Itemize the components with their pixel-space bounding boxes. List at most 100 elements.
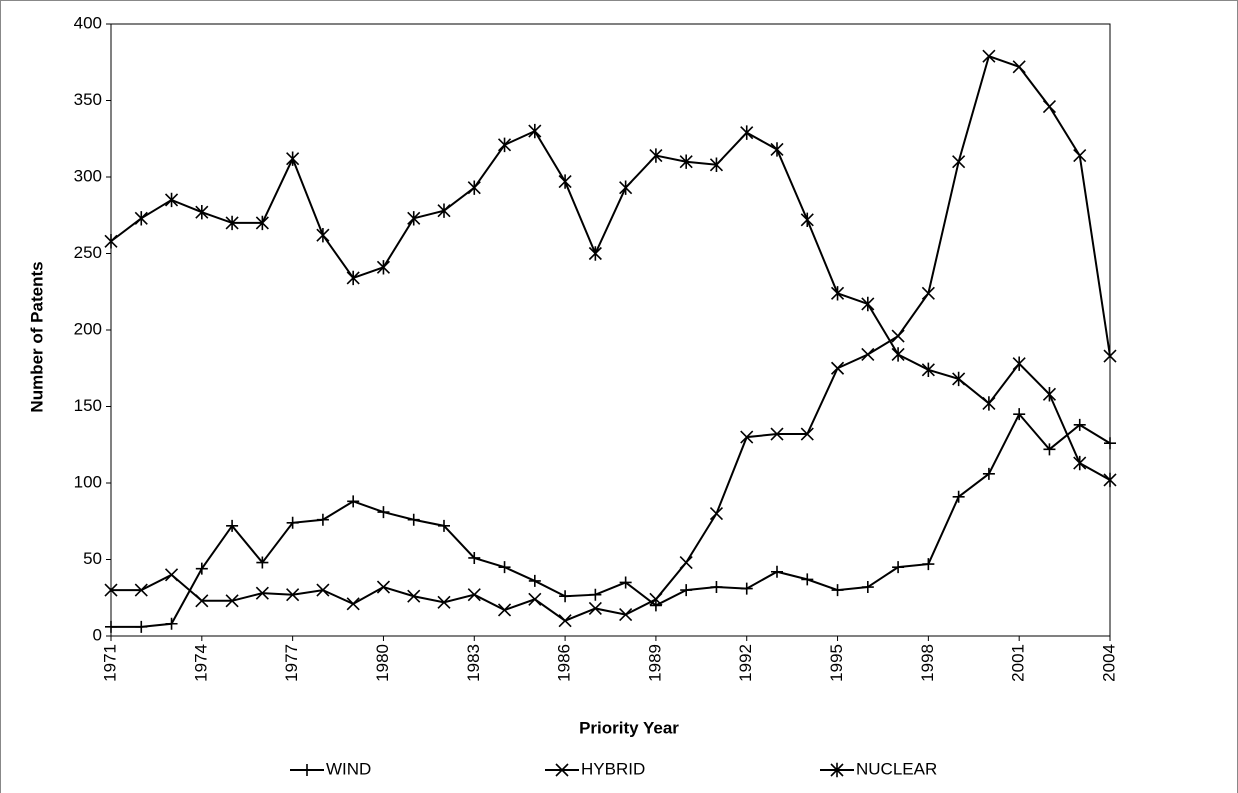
y-tick-label: 250 [74,243,102,262]
point-marker [195,562,208,575]
point-marker [528,574,541,587]
point-marker [256,556,269,569]
point-marker [376,580,391,594]
point-marker [1104,437,1116,450]
point-marker [1042,387,1057,402]
point-marker [195,594,209,608]
point-marker [861,296,875,312]
point-marker [407,211,421,226]
point-marker [104,234,118,249]
point-marker [437,203,451,218]
point-marker [316,227,330,243]
point-marker [497,603,512,617]
point-marker [830,286,845,301]
series-line [110,129,1111,481]
x-axis-label: Priority Year [579,718,679,737]
point-marker [709,157,724,172]
point-marker [164,192,179,208]
point-marker [558,614,572,628]
point-marker [255,586,269,600]
point-marker [438,519,450,532]
point-marker [649,599,662,612]
point-marker [104,583,118,597]
point-marker [346,270,360,286]
point-marker [921,286,935,300]
point-marker [225,594,239,608]
point-marker [982,49,996,63]
series-line [111,54,1111,622]
point-marker [468,551,481,564]
y-tick-label: 300 [74,166,102,185]
y-axis-label: Number of Patents [27,261,46,412]
point-marker [800,427,814,441]
point-marker [1073,149,1087,163]
legend-label: HYBRID [581,759,645,778]
x-tick-label: 1995 [827,644,846,682]
point-marker [952,155,966,169]
legend-marker [555,763,569,777]
point-marker [559,590,572,603]
point-marker [164,568,179,582]
point-marker [226,519,239,532]
y-tick-label: 150 [74,396,102,415]
x-tick-label: 1974 [191,644,210,682]
x-tick-label: 1983 [464,644,483,682]
point-marker [407,589,421,603]
point-marker [286,516,299,529]
point-marker [1012,356,1026,371]
point-marker [467,588,481,602]
y-tick-label: 100 [74,472,102,491]
y-tick-label: 50 [83,549,102,568]
x-tick-label: 2004 [1099,644,1118,682]
point-marker [316,583,330,597]
point-marker [831,584,844,597]
x-tick-label: 2001 [1009,644,1028,682]
point-marker [892,561,905,574]
point-marker [740,430,754,444]
x-tick-label: 1986 [555,644,574,682]
point-marker [437,595,451,609]
point-marker [891,329,905,343]
point-marker [619,576,632,589]
legend-marker [301,764,313,776]
point-marker [921,362,935,377]
point-marker [497,137,512,153]
plot-area [110,23,1111,637]
point-marker [225,215,239,231]
point-marker [528,123,542,139]
x-tick-label: 1989 [645,644,664,682]
y-tick-label: 200 [74,319,102,338]
point-marker [649,148,663,163]
point-marker [619,180,633,195]
point-marker [165,617,178,630]
point-marker [710,581,723,594]
legend-label: WIND [326,759,371,778]
point-marker [134,211,148,226]
point-marker [588,601,602,616]
point-marker [467,180,481,195]
point-marker [1073,455,1087,471]
point-marker [982,467,995,480]
point-marker [649,592,663,606]
point-marker [619,608,633,622]
point-marker [952,371,966,387]
point-marker [286,588,300,602]
point-marker [588,246,602,261]
y-tick-label: 400 [74,13,102,32]
point-marker [1013,408,1026,421]
point-marker [891,347,905,362]
point-marker [1073,418,1086,431]
x-tick-label: 1971 [100,644,119,682]
point-marker [680,584,693,597]
point-marker [830,361,845,375]
x-tick-label: 1992 [736,644,755,682]
point-marker [801,573,814,586]
point-marker [771,565,783,578]
legend-label: NUCLEAR [856,759,937,778]
point-marker [1012,60,1026,74]
point-marker [982,396,996,411]
point-marker [558,174,572,189]
point-marker [1043,443,1056,456]
point-marker [346,597,360,611]
